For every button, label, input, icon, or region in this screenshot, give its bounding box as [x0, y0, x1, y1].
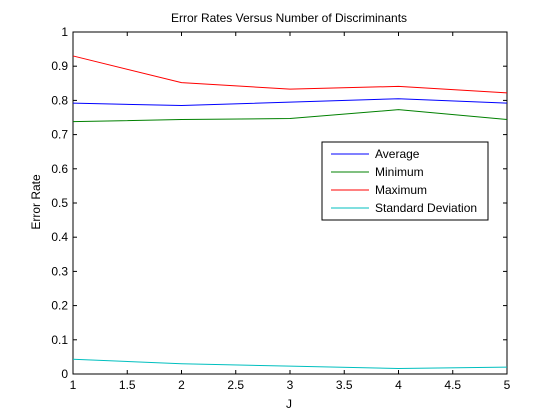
- legend-label: Average: [375, 147, 420, 161]
- y-tick-label: 0.3: [51, 264, 68, 278]
- legend-label: Maximum: [375, 183, 427, 197]
- y-tick-label: 0.7: [51, 128, 68, 142]
- x-tick-label: 1.5: [119, 378, 136, 392]
- x-tick-label: 1: [70, 378, 77, 392]
- y-tick-label: 0.9: [51, 59, 68, 73]
- legend-box: [321, 141, 489, 221]
- x-tick-label: 3.5: [336, 378, 353, 392]
- y-tick-label: 1: [61, 25, 68, 39]
- y-tick-label: 0: [61, 367, 68, 381]
- x-axis-label: J: [286, 397, 292, 411]
- x-tick-label: 4.5: [444, 378, 461, 392]
- x-tick-label: 2: [178, 378, 185, 392]
- y-tick-label: 0.6: [51, 162, 68, 176]
- y-tick-label: 0.4: [51, 230, 68, 244]
- chart-title: Error Rates Versus Number of Discriminan…: [171, 11, 407, 25]
- x-tick-label: 4: [395, 378, 402, 392]
- y-tick-label: 0.2: [51, 299, 68, 313]
- x-tick-label: 2.5: [227, 378, 244, 392]
- y-tick-label: 0.1: [51, 333, 68, 347]
- legend-label: Minimum: [375, 165, 424, 179]
- x-tick-label: 3: [287, 378, 294, 392]
- series-line-minimum: [72, 109, 508, 123]
- y-tick-label: 0.8: [51, 93, 68, 107]
- legend: Average Minimum Maximum Standard Deviation: [321, 141, 489, 221]
- series-line-standard-deviation: [72, 358, 508, 370]
- y-tick-label: 0.5: [51, 196, 68, 210]
- y-axis-label: Error Rate: [29, 174, 43, 230]
- series-line-average: [72, 98, 508, 107]
- legend-label: Standard Deviation: [375, 201, 477, 215]
- series-line-maximum: [72, 55, 508, 94]
- x-tick-label: 5: [504, 378, 511, 392]
